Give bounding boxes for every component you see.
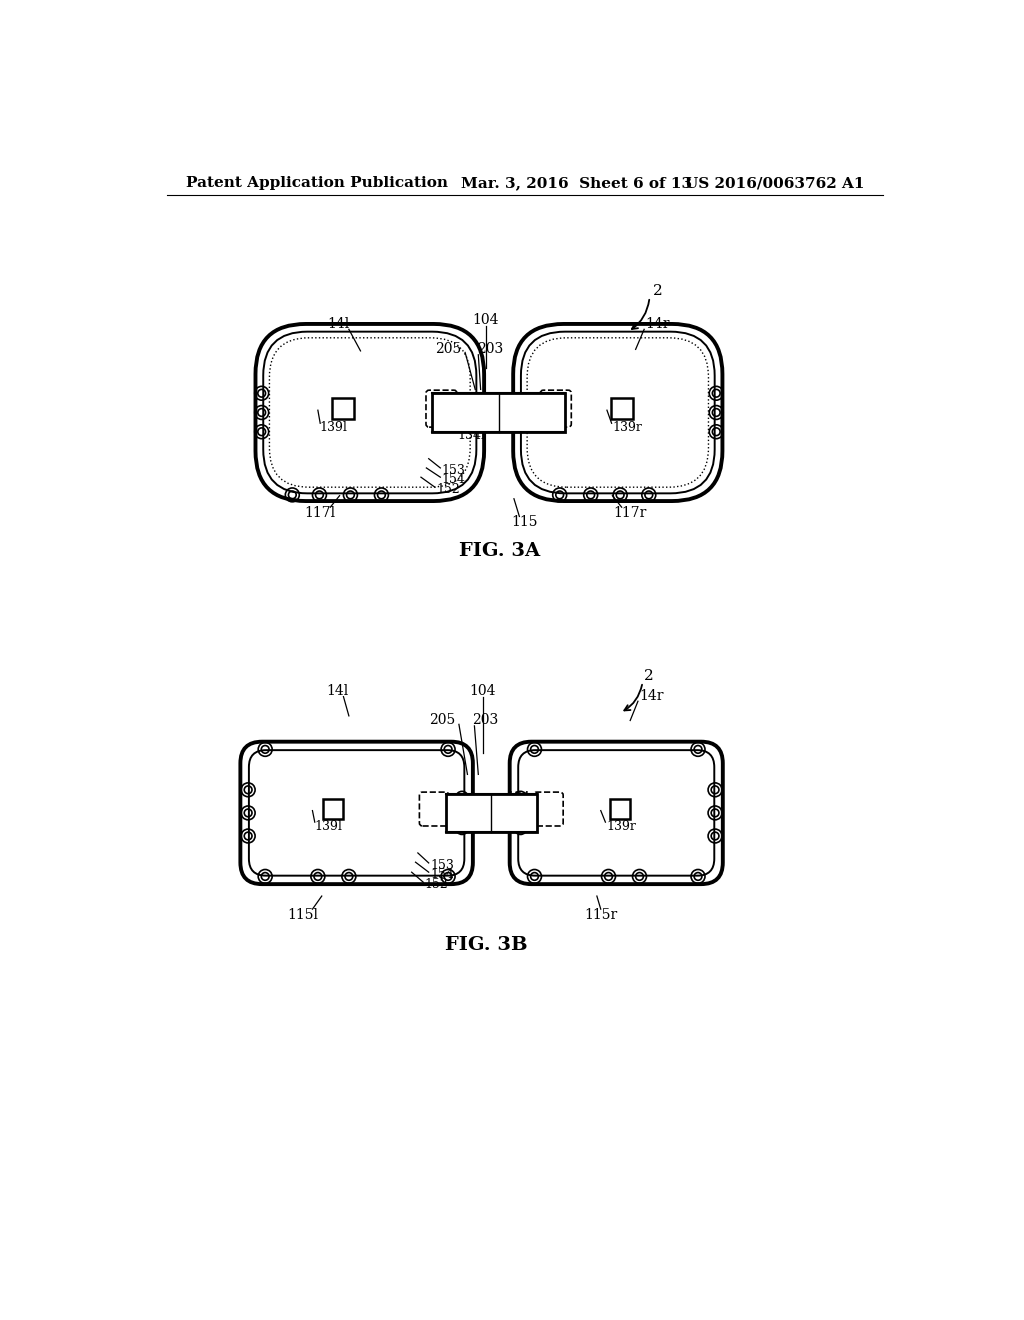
Text: 115r: 115r	[584, 908, 617, 921]
Text: 153: 153	[442, 463, 466, 477]
Text: 104: 104	[473, 313, 500, 327]
Text: Mar. 3, 2016  Sheet 6 of 13: Mar. 3, 2016 Sheet 6 of 13	[461, 176, 692, 190]
FancyBboxPatch shape	[510, 742, 723, 884]
Text: 104: 104	[470, 684, 497, 698]
Text: 152: 152	[425, 878, 449, 891]
Text: 134l: 134l	[461, 824, 489, 837]
Text: 115l: 115l	[287, 908, 317, 921]
Bar	[324, 799, 343, 818]
Text: 205: 205	[429, 714, 455, 727]
FancyBboxPatch shape	[241, 742, 473, 884]
Text: 203: 203	[477, 342, 503, 356]
Text: 134r: 134r	[506, 791, 537, 804]
Text: 152: 152	[436, 483, 460, 496]
Text: 139r: 139r	[612, 421, 642, 434]
Text: 14r: 14r	[646, 317, 670, 331]
FancyBboxPatch shape	[513, 323, 722, 502]
Text: Patent Application Publication: Patent Application Publication	[186, 176, 449, 190]
Bar	[611, 397, 633, 420]
Text: 205: 205	[435, 342, 461, 356]
Bar	[610, 799, 630, 818]
Text: US 2016/0063762 A1: US 2016/0063762 A1	[685, 176, 864, 190]
Text: 14r: 14r	[640, 689, 664, 702]
Text: FIG. 3A: FIG. 3A	[460, 543, 541, 560]
Text: 154: 154	[442, 473, 466, 486]
FancyBboxPatch shape	[255, 323, 484, 502]
Text: 2: 2	[644, 669, 653, 682]
Bar	[445, 793, 537, 832]
Text: 14l: 14l	[326, 684, 348, 698]
Text: 115: 115	[512, 515, 538, 529]
Text: 117r: 117r	[613, 506, 647, 520]
Bar	[332, 397, 353, 420]
Bar	[432, 393, 565, 432]
Text: FIG. 3B: FIG. 3B	[444, 936, 527, 954]
Text: 134r: 134r	[508, 400, 538, 413]
Text: 117l: 117l	[304, 506, 336, 520]
Text: 139l: 139l	[319, 421, 347, 434]
Text: 203: 203	[472, 714, 499, 727]
Text: 139l: 139l	[314, 820, 342, 833]
Text: 153: 153	[430, 859, 454, 871]
Text: 154: 154	[430, 869, 454, 880]
Text: 139r: 139r	[606, 820, 636, 833]
Text: 134l: 134l	[458, 429, 485, 442]
Text: 2: 2	[652, 284, 663, 298]
Text: 14l: 14l	[328, 317, 350, 331]
